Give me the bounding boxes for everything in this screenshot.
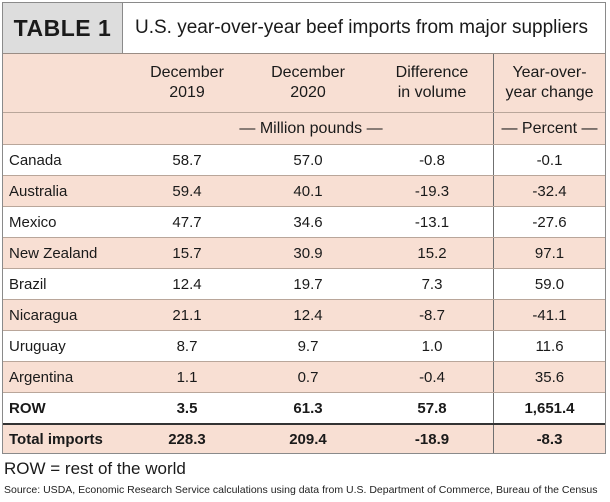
- row-pct: 35.6: [493, 362, 605, 392]
- table-frame: TABLE 1 U.S. year-over-year beef imports…: [2, 2, 606, 454]
- row-country: Argentina: [9, 368, 74, 386]
- units-row: — Million pounds — — Percent —: [3, 112, 605, 144]
- row-dec2019: 47.7: [172, 213, 202, 231]
- table-row: Brazil 12.4 19.7 7.3 59.0: [3, 268, 605, 299]
- table-row: Nicaragua 21.1 12.4 -8.7 -41.1: [3, 299, 605, 330]
- row-dec2019: 3.5: [176, 399, 198, 417]
- table-row: Argentina 1.1 0.7 -0.4 35.6: [3, 361, 605, 392]
- table-title: U.S. year-over-year beef imports from ma…: [122, 3, 605, 53]
- units-blank: [3, 113, 129, 144]
- row-pct: 97.1: [493, 238, 605, 268]
- table-row: New Zealand 15.7 30.9 15.2 97.1: [3, 237, 605, 268]
- row-pct: -41.1: [493, 300, 605, 330]
- data-table: December 2019 December 2020 Difference i…: [3, 53, 605, 453]
- units-percent: — Percent —: [493, 113, 605, 144]
- row-pct: 11.6: [493, 331, 605, 361]
- row-dec2020: 9.7: [297, 337, 319, 355]
- header-dec-2020-line1: December: [271, 64, 345, 81]
- row-pct: -32.4: [493, 176, 605, 206]
- units-volume: — Million pounds —: [239, 119, 383, 137]
- row-country: Uruguay: [9, 337, 66, 355]
- row-diff: -8.7: [419, 306, 445, 324]
- table-title-bar: TABLE 1 U.S. year-over-year beef imports…: [3, 3, 605, 53]
- row-dec2020: 12.4: [293, 306, 323, 324]
- table-row: Canada 58.7 57.0 -0.8 -0.1: [3, 144, 605, 175]
- row-country: Brazil: [9, 275, 47, 293]
- row-country: Total imports: [9, 430, 103, 448]
- header-dec-2019: December 2019: [129, 54, 245, 112]
- row-dec2019: 58.7: [172, 151, 202, 169]
- row-dec2019: 21.1: [172, 306, 202, 324]
- row-country: Nicaragua: [9, 306, 78, 324]
- table-row: Australia 59.4 40.1 -19.3 -32.4: [3, 175, 605, 206]
- header-yoy-line2: year change: [505, 84, 594, 101]
- source-note: Source: USDA, Economic Research Service …: [4, 484, 598, 496]
- row-dec2019: 1.1: [176, 368, 198, 386]
- row-diff: 1.0: [421, 337, 443, 355]
- row-dec2019: 12.4: [172, 275, 202, 293]
- row-diff: -19.3: [414, 182, 450, 200]
- column-header-row: December 2019 December 2020 Difference i…: [3, 53, 605, 112]
- row-dec2020: 0.7: [297, 368, 319, 386]
- row-diff: -18.9: [414, 430, 450, 448]
- row-country: ROW: [9, 399, 46, 417]
- row-country: New Zealand: [9, 244, 98, 262]
- row-diff: -0.4: [419, 368, 445, 386]
- row-country: Australia: [9, 182, 68, 200]
- row-diff: 7.3: [421, 275, 443, 293]
- table-row: Uruguay 8.7 9.7 1.0 11.6: [3, 330, 605, 361]
- row-dec2020: 57.0: [293, 151, 323, 169]
- row-diff: -0.8: [419, 151, 445, 169]
- header-difference-line2: in volume: [397, 84, 467, 101]
- footnote: ROW = rest of the world: [4, 459, 186, 478]
- table-row: Mexico 47.7 34.6 -13.1 -27.6: [3, 206, 605, 237]
- table-row-row: ROW 3.5 61.3 57.8 1,651.4: [3, 392, 605, 423]
- header-difference-line1: Difference: [395, 64, 469, 81]
- row-dec2020: 40.1: [293, 182, 323, 200]
- header-dec-2019-line1: December: [150, 64, 224, 81]
- row-dec2019: 15.7: [172, 244, 202, 262]
- row-dec2020: 209.4: [289, 430, 327, 448]
- row-dec2020: 61.3: [293, 399, 323, 417]
- row-pct: -8.3: [493, 425, 605, 453]
- row-pct: 1,651.4: [493, 393, 605, 423]
- header-dec-2019-line2: 2019: [169, 84, 205, 101]
- table-number: TABLE 1: [3, 3, 122, 53]
- header-yoy-line1: Year-over-: [512, 64, 587, 81]
- row-country: Mexico: [9, 213, 57, 231]
- header-dec-2020: December 2020: [245, 54, 371, 112]
- row-dec2019: 8.7: [176, 337, 198, 355]
- row-diff: 15.2: [417, 244, 447, 262]
- header-dec-2020-line2: 2020: [290, 84, 326, 101]
- row-dec2020: 30.9: [293, 244, 323, 262]
- row-dec2019: 59.4: [172, 182, 202, 200]
- row-pct: -0.1: [493, 145, 605, 175]
- table-row-total: Total imports 228.3 209.4 -18.9 -8.3: [3, 423, 605, 453]
- row-dec2019: 228.3: [168, 430, 206, 448]
- header-difference: Difference in volume: [371, 54, 493, 112]
- row-diff: -13.1: [414, 213, 450, 231]
- row-diff: 57.8: [417, 399, 447, 417]
- row-pct: 59.0: [493, 269, 605, 299]
- row-country: Canada: [9, 151, 62, 169]
- header-blank: [3, 54, 129, 112]
- row-dec2020: 19.7: [293, 275, 323, 293]
- row-dec2020: 34.6: [293, 213, 323, 231]
- header-yoy-change: Year-over- year change: [493, 54, 605, 112]
- row-pct: -27.6: [493, 207, 605, 237]
